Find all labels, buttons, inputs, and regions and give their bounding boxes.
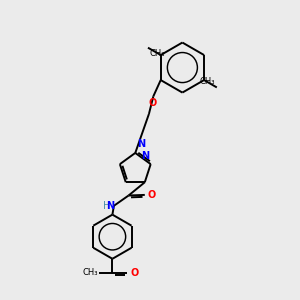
Text: O: O — [148, 190, 156, 200]
Text: CH₃: CH₃ — [200, 77, 215, 86]
Text: CH₃: CH₃ — [82, 268, 98, 278]
Text: CH₃: CH₃ — [149, 49, 165, 58]
Text: N: N — [141, 151, 149, 160]
Text: N: N — [106, 201, 114, 211]
Text: O: O — [130, 268, 138, 278]
Text: O: O — [148, 98, 156, 108]
Text: N: N — [137, 140, 145, 149]
Text: H: H — [103, 201, 110, 211]
